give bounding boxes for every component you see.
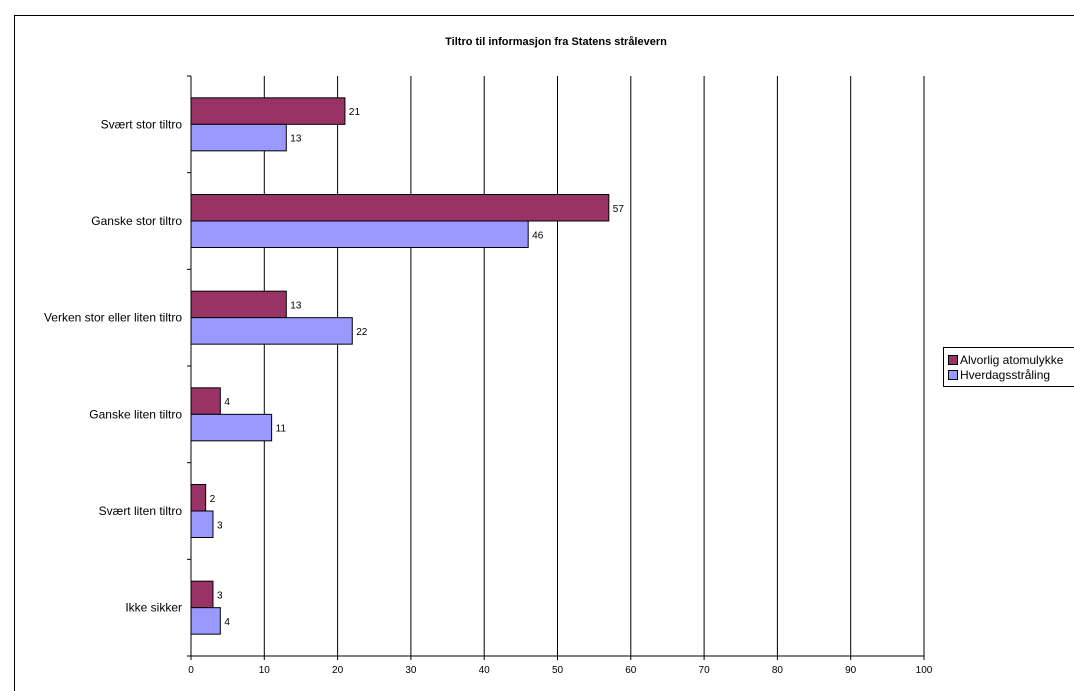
data-label: 11 [276, 424, 287, 435]
bar [190, 290, 287, 319]
legend-swatch [948, 354, 958, 365]
category-label: Verken stor eller liten tiltro [44, 311, 182, 325]
legend-item: Hverdagsstråling [948, 367, 1074, 382]
category-label: Ganske stor tiltro [91, 214, 182, 228]
data-label: 2 [210, 494, 216, 505]
bar [190, 510, 214, 538]
legend-label: Alvorlig atomulykke [960, 352, 1064, 367]
x-tick-label: 50 [552, 665, 564, 676]
category-label: Ganske liten tiltro [89, 407, 182, 421]
data-label: 4 [224, 617, 230, 628]
category-label: Ikke sikker [125, 601, 182, 615]
data-label: 3 [217, 520, 223, 531]
bar [190, 317, 353, 345]
legend-item: Alvorlig atomulykke [948, 352, 1074, 367]
gridlines [263, 76, 925, 656]
bar [190, 484, 207, 512]
x-tick-label: 100 [916, 665, 933, 676]
axes [187, 75, 925, 660]
x-tick-label: 90 [845, 665, 857, 676]
x-tick-label: 60 [625, 665, 637, 676]
category-label: Svært liten tiltro [99, 504, 183, 518]
data-label: 46 [532, 230, 544, 241]
data-label: 3 [217, 590, 223, 601]
data-label: 4 [224, 397, 230, 408]
x-tick-label: 30 [405, 665, 417, 676]
bar [190, 194, 610, 222]
data-label: 13 [290, 300, 302, 311]
legend: Alvorlig atomulykke Hverdagsstråling [943, 347, 1074, 387]
chart-frame [14, 15, 1074, 691]
x-tick-label: 80 [772, 665, 784, 676]
bar [190, 607, 221, 635]
data-label: 57 [613, 204, 625, 215]
bar [190, 580, 214, 609]
bar [190, 123, 287, 152]
x-tick-label: 40 [479, 665, 491, 676]
x-tick-label: 20 [332, 665, 344, 676]
chart-title: Tiltro til informasjon fra Statens strål… [445, 36, 667, 48]
category-label: Svært stor tiltro [101, 117, 183, 131]
legend-swatch [948, 369, 958, 380]
bar [190, 413, 273, 442]
bars [190, 97, 610, 635]
bar [190, 387, 221, 415]
data-label: 21 [349, 107, 361, 118]
legend-label: Hverdagsstråling [960, 367, 1051, 382]
bar [190, 220, 529, 248]
data-label: 22 [356, 327, 368, 338]
bar [190, 97, 346, 125]
data-label: 13 [290, 134, 302, 145]
x-tick-label: 70 [699, 665, 711, 676]
x-tick-label: 10 [259, 665, 271, 676]
x-tick-label: 0 [188, 665, 194, 676]
